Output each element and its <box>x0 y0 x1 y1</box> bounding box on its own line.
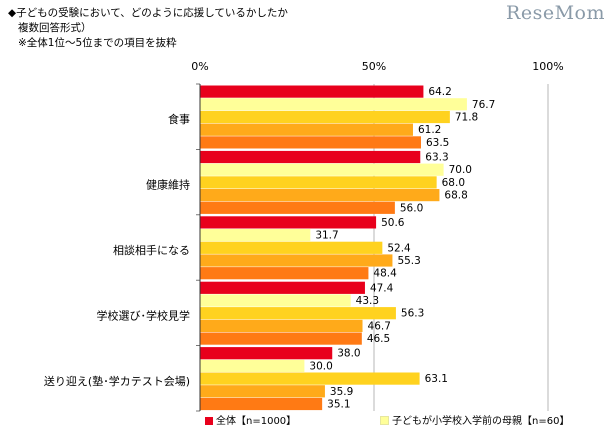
data-label: 52.4 <box>387 242 411 254</box>
x-tick-label: 0% <box>191 60 208 73</box>
data-label: 35.9 <box>330 386 353 398</box>
category-label: 学校選び･学校見学 <box>97 308 191 322</box>
bar <box>200 359 305 372</box>
data-label: 63.5 <box>426 137 449 149</box>
bar <box>200 85 424 98</box>
data-label: 76.7 <box>472 99 495 111</box>
category-label: 送り迎え(塾･学カテスト会場) <box>44 374 190 388</box>
data-label: 56.0 <box>400 202 423 214</box>
chart-title: ◆子どもの受験において、どのように応援しているかしたか 複数回答形式） ※全体1… <box>8 6 288 51</box>
bar <box>200 267 369 280</box>
bar <box>200 254 393 267</box>
title-line-3: ※全体1位～5位までの項目を抜粋 <box>18 37 177 49</box>
data-label: 55.3 <box>397 255 420 267</box>
legend-swatch-all <box>205 417 213 425</box>
bar <box>200 347 333 360</box>
data-label: 31.7 <box>315 230 338 242</box>
bar <box>200 332 362 345</box>
data-label: 48.4 <box>373 268 397 280</box>
x-tick-label: 100% <box>532 60 563 73</box>
data-label: 64.2 <box>428 86 451 98</box>
data-label: 71.8 <box>455 112 478 124</box>
data-label: 35.1 <box>327 399 350 411</box>
data-label: 30.0 <box>309 360 332 372</box>
category-label: 食事 <box>168 112 190 126</box>
category-label: 健康維持 <box>146 178 190 192</box>
data-label: 47.4 <box>370 282 394 294</box>
data-label: 61.2 <box>418 124 441 136</box>
data-label: 68.0 <box>442 177 465 189</box>
data-label: 68.8 <box>444 190 467 202</box>
bar <box>200 281 365 294</box>
bar <box>200 319 363 332</box>
bar <box>200 216 377 229</box>
bar <box>200 307 396 320</box>
bar <box>200 136 421 149</box>
data-label: 43.3 <box>356 295 379 307</box>
title-line-1: ◆子どもの受験において、どのように応援しているかしたか <box>8 7 288 19</box>
brand-logo: ReseMom <box>506 2 605 24</box>
bar <box>200 110 450 124</box>
legend-item-all: 全体【n=1000】 <box>205 412 296 427</box>
data-label: 63.3 <box>425 152 448 164</box>
data-label: 50.6 <box>381 217 405 229</box>
bar <box>200 241 383 254</box>
bar <box>200 385 325 398</box>
bar <box>200 201 395 214</box>
data-label: 56.3 <box>401 308 424 320</box>
bar <box>200 176 437 189</box>
bar <box>200 98 467 111</box>
bar <box>200 229 311 242</box>
x-tick-label: 50% <box>362 60 386 73</box>
data-label: 38.0 <box>337 348 360 360</box>
data-label: 63.1 <box>425 373 448 385</box>
data-label: 46.7 <box>368 320 391 332</box>
title-line-2: 複数回答形式） <box>18 22 92 34</box>
category-label: 相談相手になる <box>113 243 190 257</box>
legend-swatch-preschool-mothers <box>380 416 389 425</box>
legend-item-preschool-mothers: 子どもが小学校入学前の母親【n=60】 <box>380 412 569 427</box>
legend-label-all: 全体【n=1000】 <box>216 416 297 427</box>
bar <box>200 397 323 411</box>
data-label: 70.0 <box>449 164 472 176</box>
data-label: 46.5 <box>367 333 390 345</box>
bar <box>200 123 413 136</box>
bar <box>200 150 421 164</box>
bar <box>200 372 420 385</box>
bar <box>200 294 351 307</box>
bar <box>200 163 444 176</box>
legend-label-preschool-mothers: 子どもが小学校入学前の母親【n=60】 <box>392 416 570 427</box>
bar <box>200 189 440 202</box>
